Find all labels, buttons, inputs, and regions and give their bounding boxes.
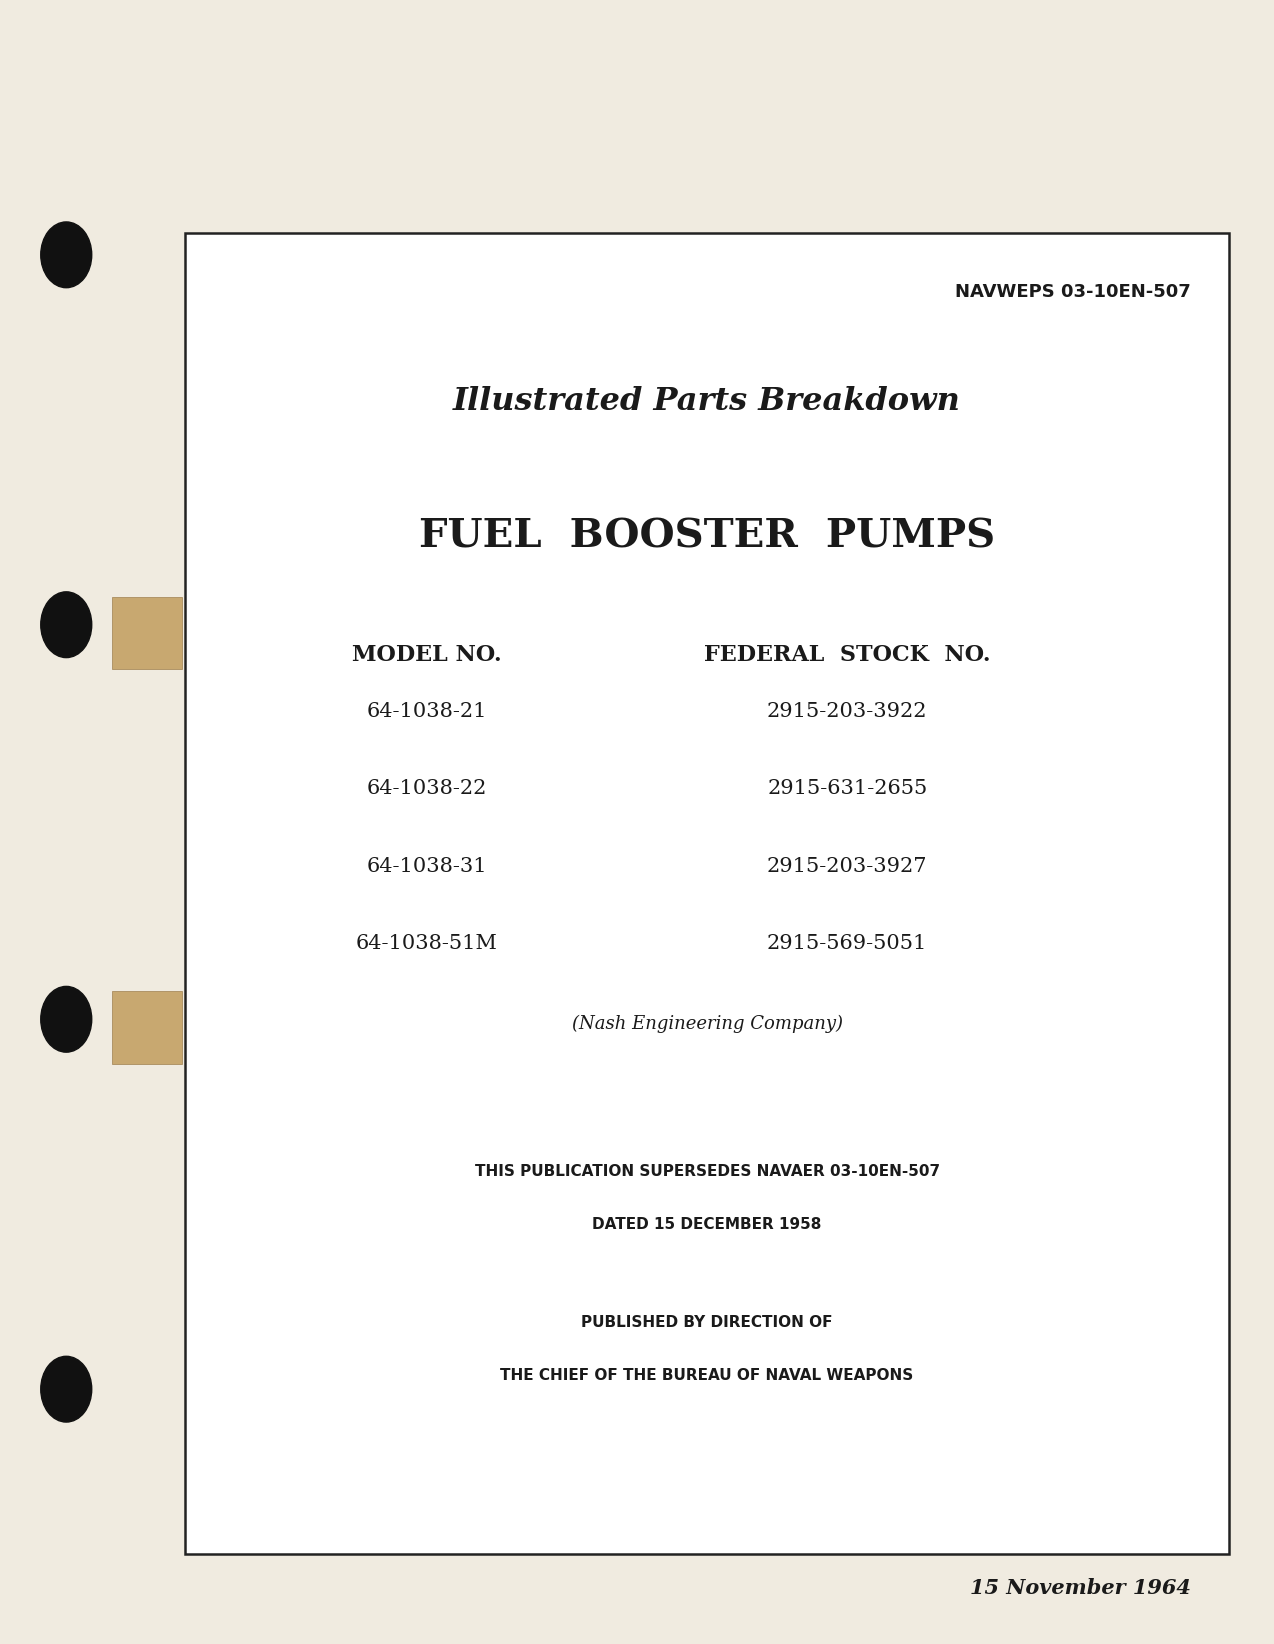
Bar [112, 597, 182, 669]
Circle shape [41, 1356, 92, 1422]
Text: FUEL  BOOSTER  PUMPS: FUEL BOOSTER PUMPS [419, 518, 995, 556]
Text: 64-1038-22: 64-1038-22 [367, 779, 487, 799]
Text: (Nash Engineering Company): (Nash Engineering Company) [572, 1014, 842, 1032]
Text: THIS PUBLICATION SUPERSEDES NAVAER 03-10EN-507: THIS PUBLICATION SUPERSEDES NAVAER 03-10… [474, 1164, 940, 1179]
Circle shape [41, 592, 92, 658]
Text: 2915-631-2655: 2915-631-2655 [767, 779, 927, 799]
Circle shape [41, 986, 92, 1052]
Text: 15 November 1964: 15 November 1964 [971, 1578, 1191, 1598]
Text: 2915-203-3922: 2915-203-3922 [767, 702, 927, 722]
Text: FEDERAL  STOCK  NO.: FEDERAL STOCK NO. [705, 644, 990, 666]
Text: DATED 15 DECEMBER 1958: DATED 15 DECEMBER 1958 [592, 1217, 822, 1231]
Text: THE CHIEF OF THE BUREAU OF NAVAL WEAPONS: THE CHIEF OF THE BUREAU OF NAVAL WEAPONS [501, 1368, 913, 1383]
Bar [112, 991, 182, 1064]
Text: 64-1038-21: 64-1038-21 [367, 702, 487, 722]
Text: MODEL NO.: MODEL NO. [352, 644, 502, 666]
FancyBboxPatch shape [185, 233, 1229, 1554]
Text: 2915-203-3927: 2915-203-3927 [767, 857, 927, 876]
Text: 2915-569-5051: 2915-569-5051 [767, 934, 927, 954]
Text: Illustrated Parts Breakdown: Illustrated Parts Breakdown [454, 386, 961, 418]
Circle shape [41, 222, 92, 288]
Text: 64-1038-51M: 64-1038-51M [355, 934, 498, 954]
Text: 64-1038-31: 64-1038-31 [367, 857, 487, 876]
Text: PUBLISHED BY DIRECTION OF: PUBLISHED BY DIRECTION OF [581, 1315, 833, 1330]
Text: NAVWEPS 03-10EN-507: NAVWEPS 03-10EN-507 [956, 283, 1191, 301]
